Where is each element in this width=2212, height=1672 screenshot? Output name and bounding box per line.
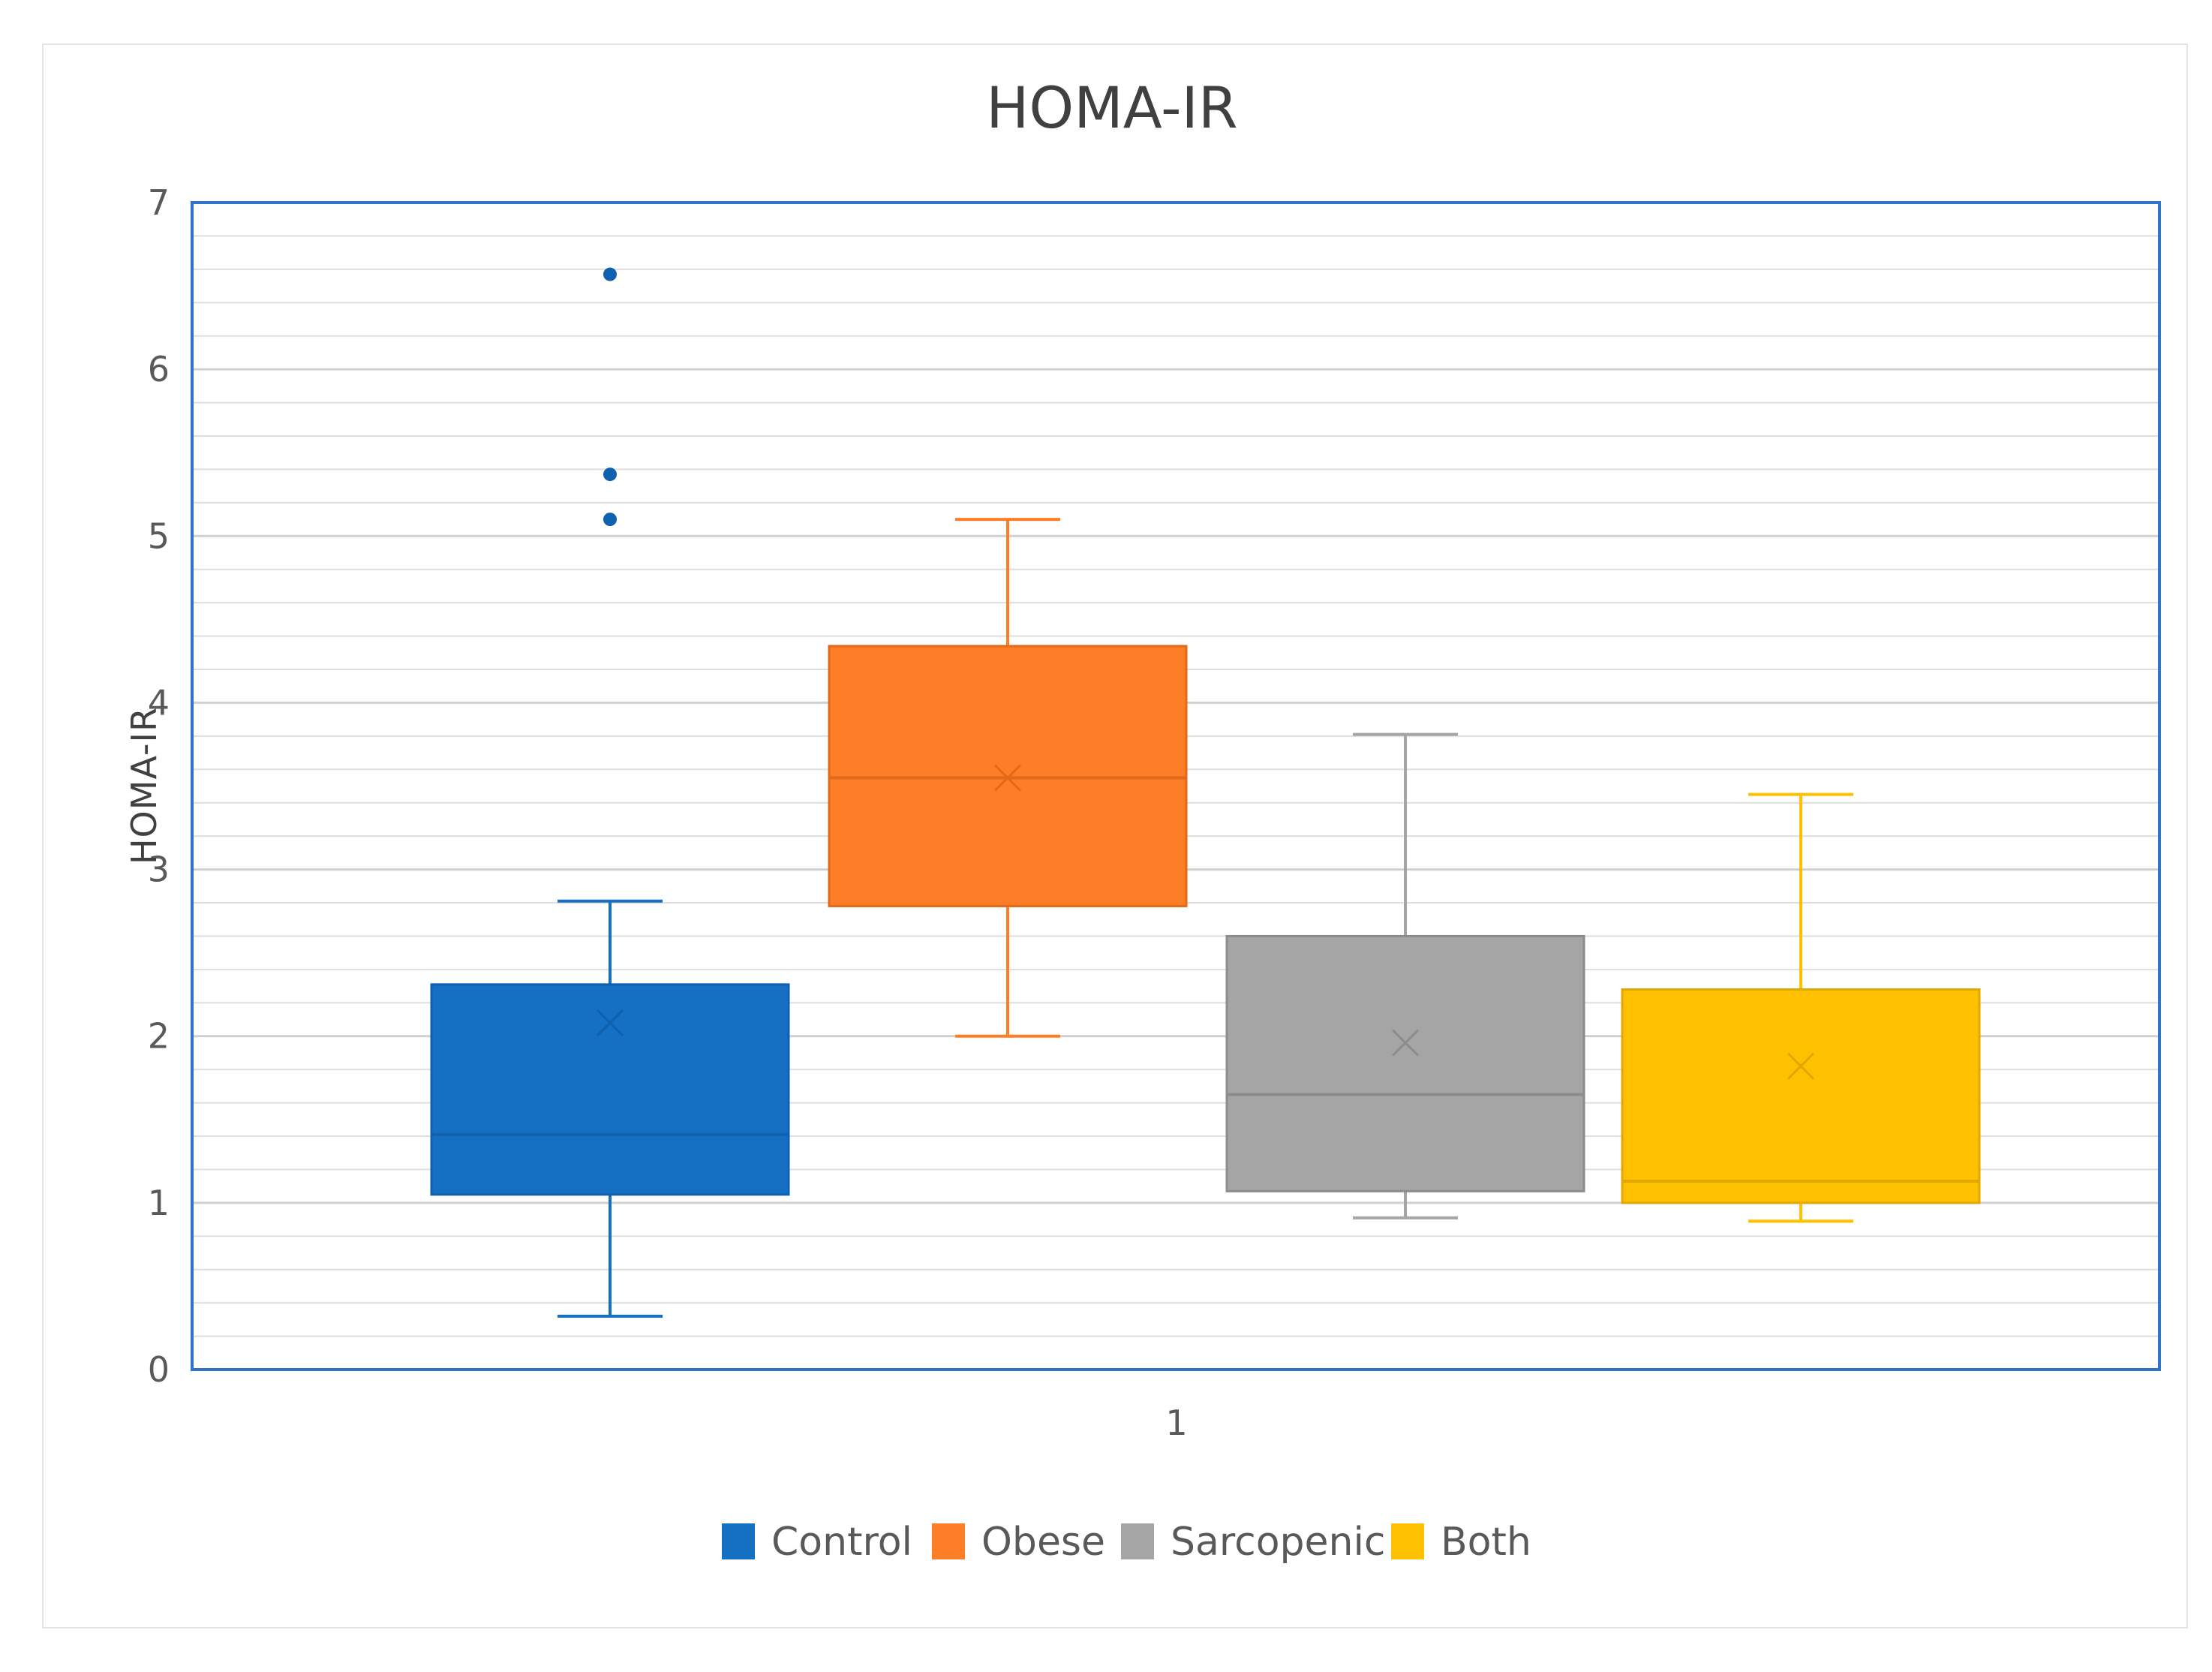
legend-item-sarcopenic: Sarcopenic [1121, 1520, 1386, 1565]
y-axis-ticks: 0 1 2 3 4 5 6 7 [148, 182, 170, 1390]
interquartile-box [828, 645, 1188, 907]
outlier-point [603, 468, 617, 482]
x-axis-tick-label: 1 [1165, 1403, 1187, 1443]
outlier-point [603, 513, 617, 527]
legend-item-obese: Obese [932, 1520, 1105, 1565]
y-tick-label: 3 [148, 850, 170, 890]
mean-marker-stroke [1787, 1052, 1815, 1080]
y-tick-label: 5 [148, 516, 170, 556]
box-plot-chart: HOMA-IR 0 1 2 3 4 5 6 7 HOMA-IR 1 Control Obese S… [124, 74, 2161, 1565]
legend-swatch [932, 1523, 965, 1559]
legend-item-both: Both [1391, 1520, 1531, 1565]
legend-swatch [1121, 1523, 1154, 1559]
box-series [430, 267, 1981, 1318]
outlier-point [603, 267, 617, 281]
legend: Control Obese Sarcopenic Both [722, 1520, 1531, 1565]
interquartile-box [1621, 988, 1981, 1204]
y-tick-label: 4 [148, 682, 170, 723]
legend-swatch [1391, 1523, 1424, 1559]
plot-area-border [191, 201, 2161, 1371]
interquartile-box [430, 983, 790, 1196]
y-tick-label: 7 [148, 182, 170, 223]
mean-marker-stroke [1391, 1029, 1420, 1057]
mean-marker [1391, 1029, 1420, 1057]
mean-marker-stroke [993, 764, 1022, 792]
legend-label: Both [1441, 1520, 1531, 1565]
box-both [1621, 792, 1981, 1223]
box-obese [828, 518, 1188, 1038]
chart-title: HOMA-IR [986, 74, 1238, 141]
legend-label: Sarcopenic [1171, 1520, 1386, 1565]
y-tick-label: 6 [148, 349, 170, 389]
box-control [430, 267, 790, 1318]
legend-label: Control [771, 1520, 912, 1565]
y-tick-label: 2 [148, 1016, 170, 1057]
interquartile-box [1225, 934, 1585, 1192]
mean-marker [1787, 1052, 1815, 1080]
y-tick-label: 0 [148, 1349, 170, 1390]
y-tick-label: 1 [148, 1183, 170, 1223]
mean-marker [596, 1009, 624, 1037]
mean-marker [993, 764, 1022, 792]
chart-frame: HOMA-IR 0 1 2 3 4 5 6 7 HOMA-IR 1 Control Obese S… [42, 44, 2188, 1628]
legend-label: Obese [981, 1520, 1105, 1565]
legend-item-control: Control [722, 1520, 912, 1565]
box-sarcopenic [1225, 732, 1585, 1219]
legend-swatch [722, 1523, 755, 1559]
y-axis-label: HOMA-IR [124, 707, 164, 865]
mean-marker-stroke [596, 1009, 624, 1037]
